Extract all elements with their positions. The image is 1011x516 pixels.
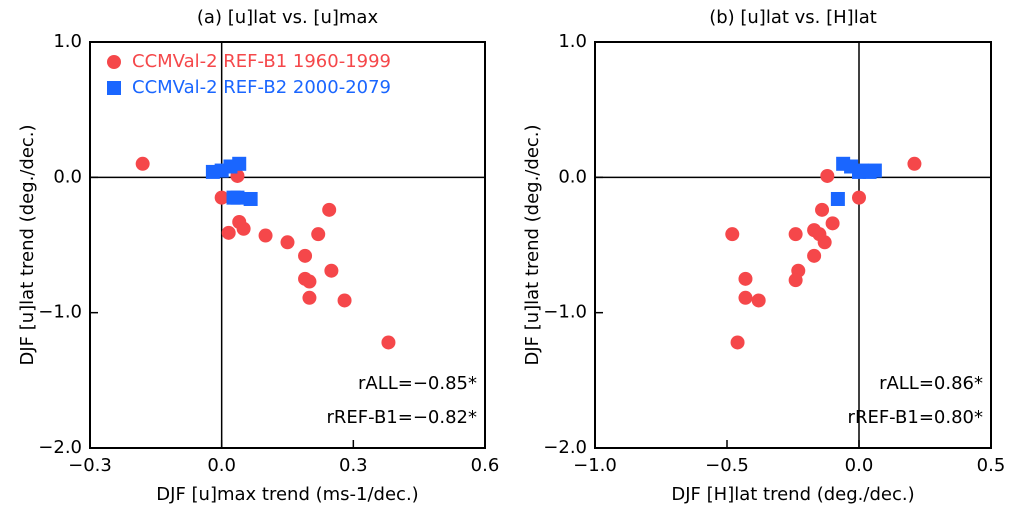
x-tick-label: −0.3	[68, 455, 112, 476]
marker	[815, 202, 830, 217]
marker	[788, 227, 803, 242]
marker	[854, 163, 869, 178]
marker	[788, 273, 803, 288]
y-tick-label: 0.0	[53, 166, 82, 187]
marker	[820, 168, 835, 183]
y-tick-label: 0.0	[558, 166, 587, 187]
marker	[311, 227, 326, 242]
marker	[221, 225, 236, 240]
marker	[258, 228, 273, 243]
marker	[302, 290, 317, 305]
marker	[214, 190, 229, 205]
legend-label: CCMVal-2 REF-B2 2000-2079	[132, 77, 391, 98]
x-axis-label: DJF [H]lat trend (deg./dec.)	[671, 484, 914, 505]
annotation: rALL=−0.85*	[358, 373, 477, 394]
y-axis-label: DJF [u]lat trend (deg./dec.)	[17, 124, 38, 365]
marker	[236, 221, 251, 236]
x-tick-label: 0.6	[471, 455, 500, 476]
legend-label: CCMVal-2 REF-B1 1960-1999	[132, 51, 391, 72]
x-tick-label: 0.0	[845, 455, 874, 476]
marker	[738, 290, 753, 305]
y-tick-label: −2.0	[38, 437, 82, 458]
marker	[807, 248, 822, 263]
y-tick-label: 1.0	[53, 31, 82, 52]
x-axis-label: DJF [u]max trend (ms-1/dec.)	[156, 484, 418, 505]
y-tick-label: −1.0	[543, 302, 587, 323]
plot-frame	[594, 41, 992, 449]
marker	[232, 156, 247, 171]
marker	[725, 227, 740, 242]
marker	[302, 274, 317, 289]
marker	[226, 190, 241, 205]
marker	[907, 156, 922, 171]
marker	[381, 335, 396, 350]
marker	[812, 227, 827, 242]
marker	[298, 248, 313, 263]
annotation: rALL=0.86*	[879, 373, 983, 394]
marker	[730, 335, 745, 350]
y-axis-label: DJF [u]lat trend (deg./dec.)	[522, 124, 543, 365]
marker	[867, 163, 882, 178]
legend-marker	[107, 81, 121, 95]
marker	[852, 190, 866, 205]
marker	[322, 202, 337, 217]
marker	[751, 293, 766, 308]
y-tick-label: −1.0	[38, 302, 82, 323]
x-tick-label: 0.0	[207, 455, 236, 476]
marker	[324, 263, 339, 278]
annotation: rREF-B1=−0.82*	[326, 407, 477, 428]
marker	[280, 235, 295, 250]
chart-title: (b) [u]lat vs. [H]lat	[709, 7, 877, 28]
chart-title: (a) [u]lat vs. [u]max	[197, 7, 379, 28]
x-tick-label: −1.0	[573, 455, 617, 476]
marker	[825, 216, 840, 231]
marker	[135, 156, 150, 171]
x-tick-label: −0.5	[705, 455, 749, 476]
marker	[243, 191, 258, 206]
plot-frame	[89, 41, 486, 449]
legend-marker	[107, 55, 121, 69]
marker	[738, 271, 753, 286]
marker	[337, 293, 352, 308]
marker	[830, 191, 845, 206]
x-tick-label: 0.3	[339, 455, 368, 476]
annotation: rREF-B1=0.80*	[848, 407, 983, 428]
x-tick-label: 0.5	[977, 455, 1006, 476]
y-tick-label: −2.0	[543, 437, 587, 458]
y-tick-label: 1.0	[558, 31, 587, 52]
